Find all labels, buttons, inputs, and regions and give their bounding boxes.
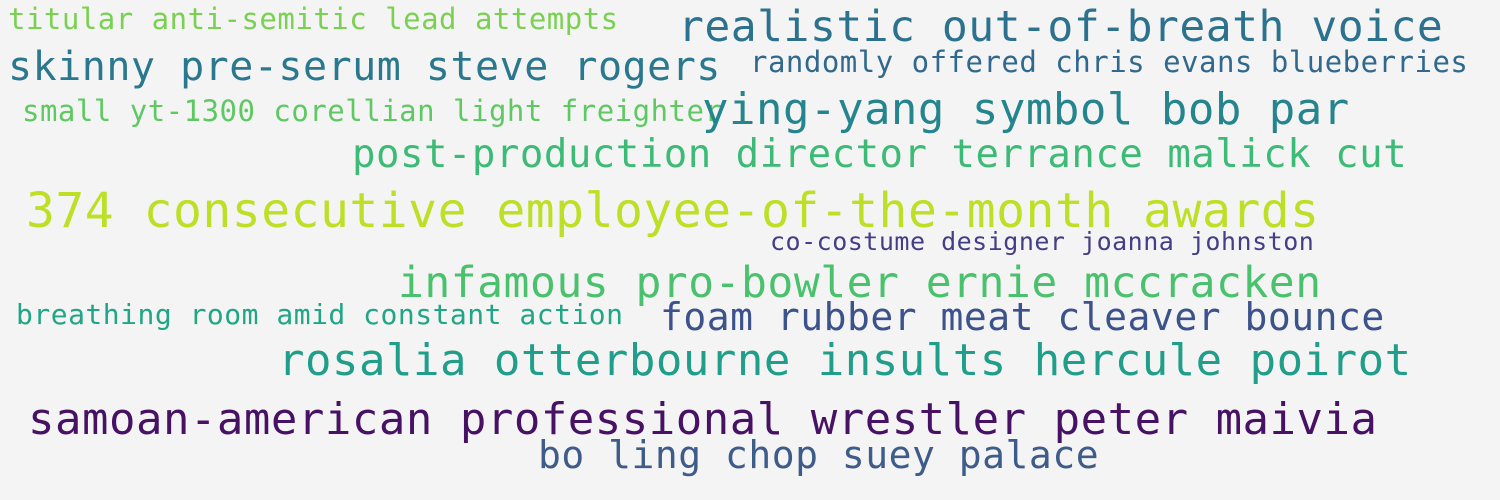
- word-phrase: realistic out-of-breath voice: [678, 2, 1444, 52]
- word-phrase: ying-yang symbol bob par: [702, 84, 1350, 135]
- word-phrase: post-production director terrance malick…: [352, 132, 1408, 177]
- word-phrase: small yt-1300 corellian light freighter: [22, 94, 723, 128]
- word-phrase: samoan-american professional wrestler pe…: [28, 394, 1378, 445]
- word-phrase: foam rubber meat cleaver bounce: [660, 295, 1385, 339]
- word-phrase: bo ling chop suey palace: [538, 433, 1100, 477]
- word-phrase: skinny pre-serum steve rogers: [8, 44, 721, 90]
- word-phrase: titular anti-semitic lead attempts: [8, 2, 619, 36]
- word-phrase: randomly offered chris evans blueberries: [750, 45, 1469, 79]
- word-phrase: breathing room amid constant action: [16, 298, 624, 331]
- word-phrase: 374 consecutive employee-of-the-month aw…: [26, 183, 1320, 239]
- word-phrase: infamous pro-bowler ernie mccracken: [398, 258, 1322, 308]
- word-phrase: co-costume designer joanna johnston: [770, 227, 1315, 256]
- word-phrase: rosalia otterbourne insults hercule poir…: [278, 335, 1412, 386]
